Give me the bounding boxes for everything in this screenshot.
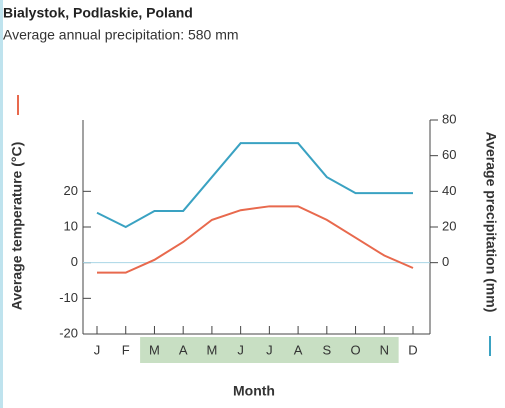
growing-season [140, 337, 399, 363]
x-tick-label: F [122, 342, 130, 357]
edge-strip [0, 0, 3, 408]
y-tick-label: 0 [71, 254, 78, 269]
y-tick-label: -10 [59, 290, 78, 305]
x-tick-label: J [237, 342, 244, 357]
series-line [97, 205, 414, 274]
x-tick-label: D [408, 342, 417, 357]
x-tick-label: O [350, 342, 360, 357]
y2-tick-label: 20 [442, 218, 456, 233]
chart-title: Bialystok, Podlaskie, Poland [3, 5, 193, 21]
x-tick-label: A [179, 342, 188, 357]
y-tick-label: 10 [64, 218, 78, 233]
x-axis-label: Month [233, 383, 275, 399]
y2-tick-label: 0 [442, 254, 449, 269]
y-axis-label: Average temperature (°C) [9, 142, 25, 310]
x-tick-label: N [380, 342, 389, 357]
x-tick-label: M [149, 342, 160, 357]
x-tick-label: A [294, 342, 303, 357]
x-tick-label: S [322, 342, 331, 357]
x-tick-label: M [206, 342, 217, 357]
y2-tick-label: 60 [442, 147, 456, 162]
series-line [96, 142, 413, 229]
y-tick-label: -20 [59, 325, 78, 340]
y2-tick-label: 40 [442, 183, 456, 198]
y2-axis-label: Average precipitation (mm) [483, 132, 499, 313]
y2-tick-label: 80 [442, 111, 456, 126]
x-tick-label: J [266, 342, 273, 357]
chart-subtitle: Average annual precipitation: 580 mm [3, 27, 239, 43]
x-tick-label: J [94, 342, 101, 357]
y-tick-label: 20 [64, 183, 78, 198]
